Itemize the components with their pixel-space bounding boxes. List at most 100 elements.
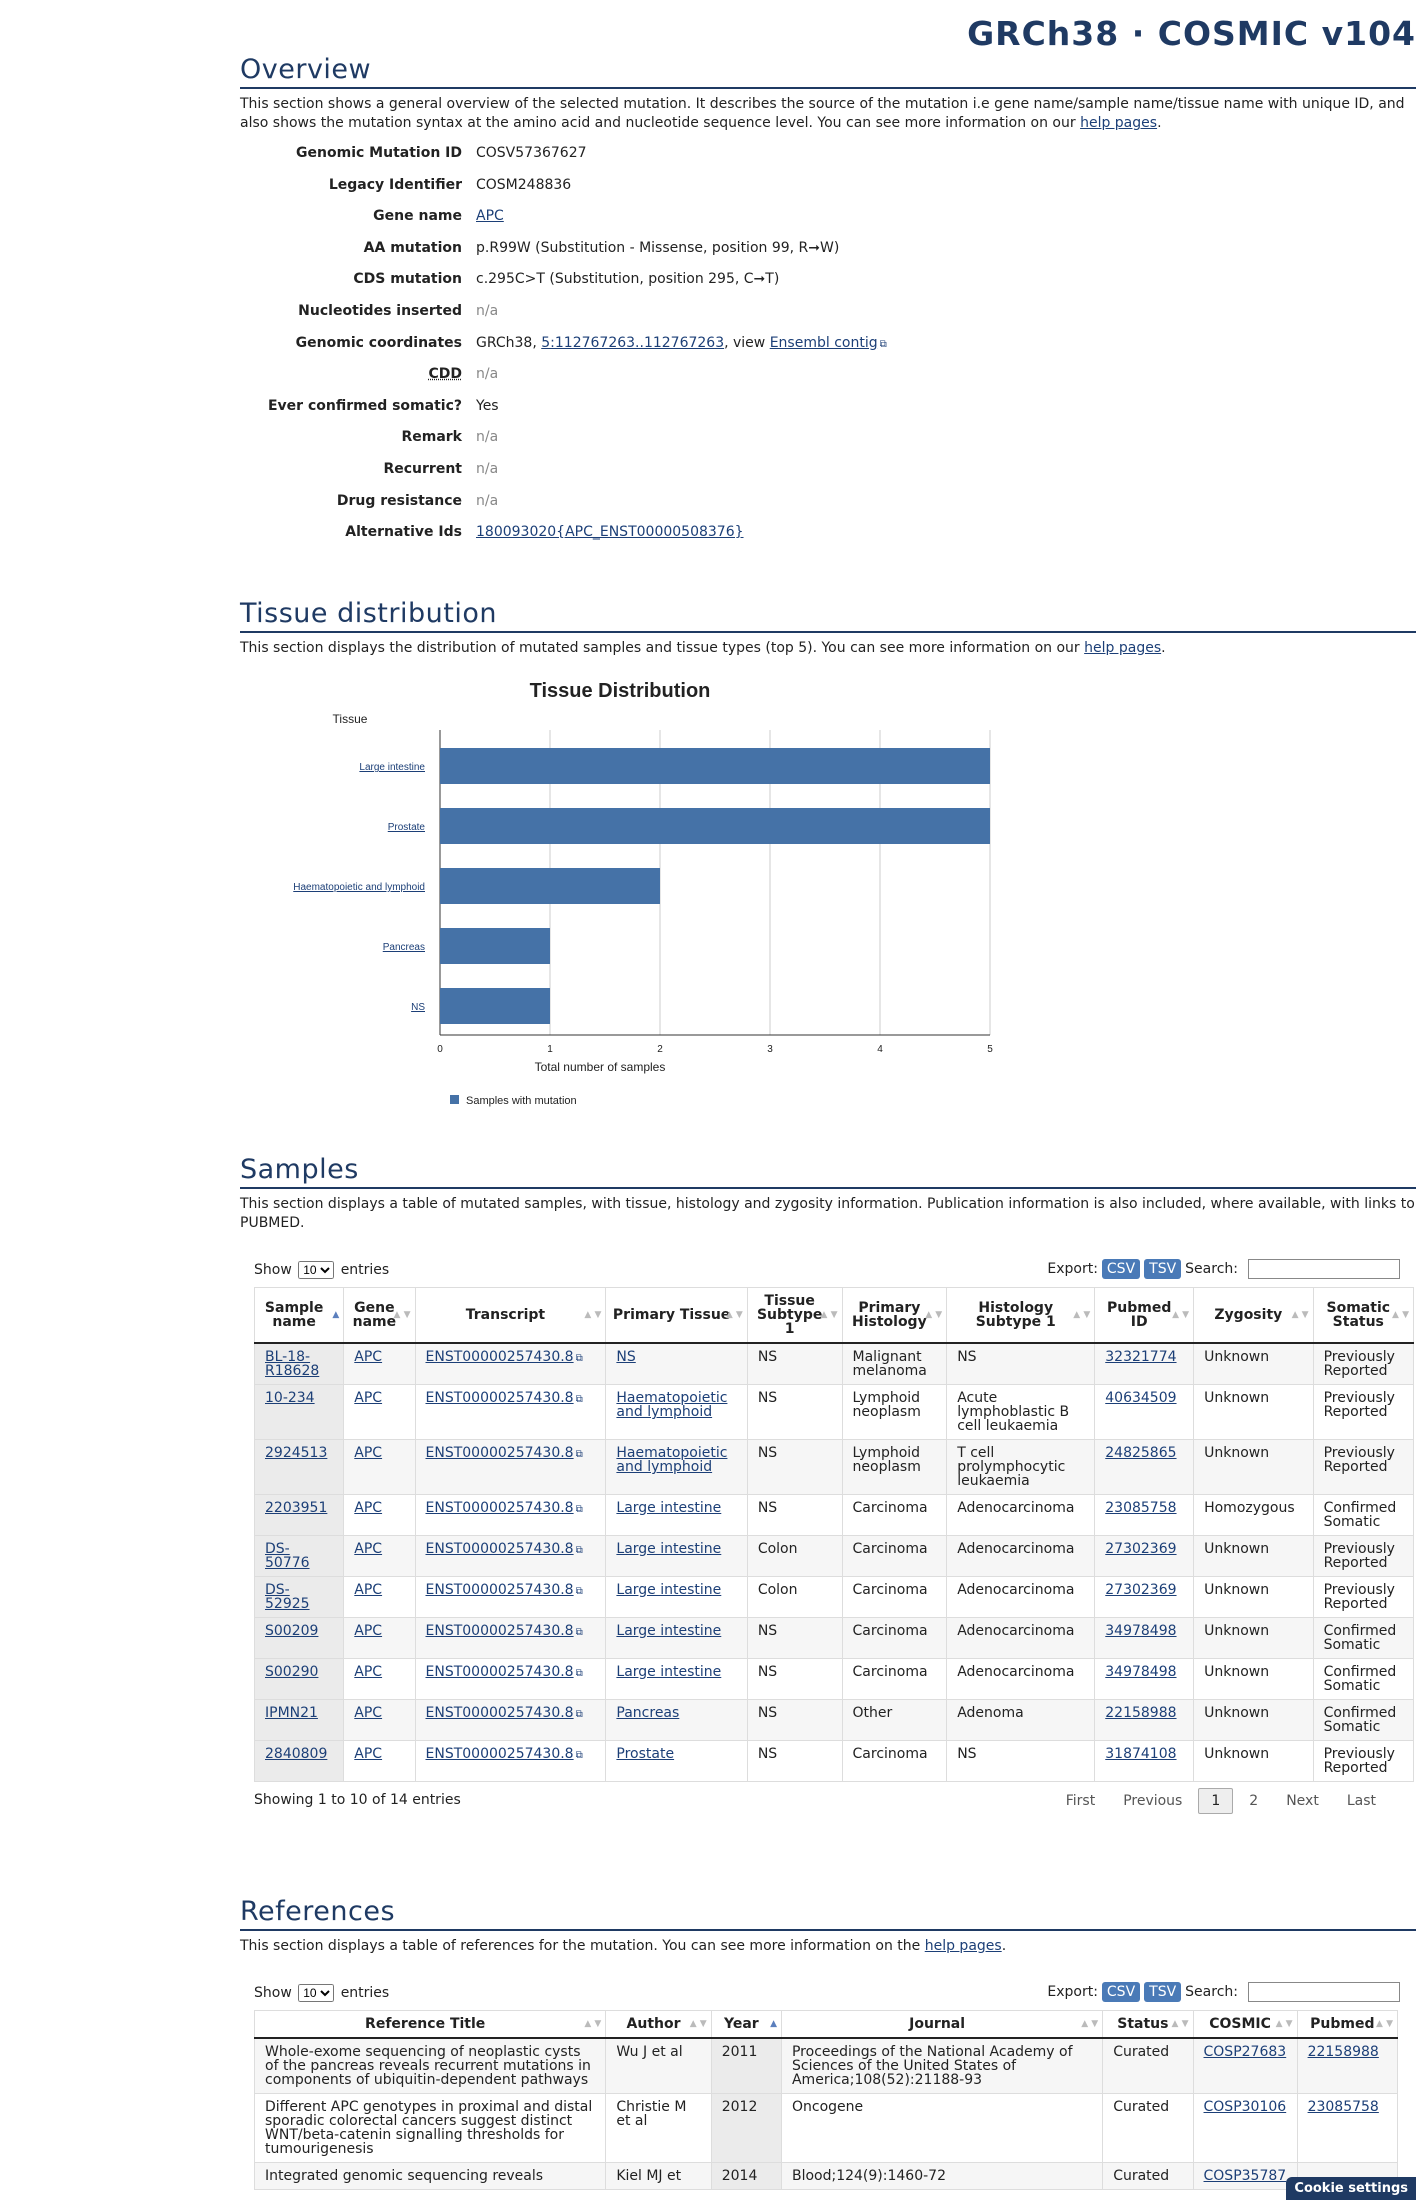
cell-link[interactable]: 40634509 (1105, 1390, 1177, 1406)
cell-link[interactable]: ENST00000257430.8 (425, 1705, 574, 1721)
y-tick-label[interactable]: Haematopoietic and lymphoid (293, 882, 425, 893)
column-header[interactable]: Primary Histology ▲ ▼ (841, 1287, 948, 1344)
cell-link[interactable]: 27302369 (1105, 1582, 1177, 1598)
cell-link[interactable]: 23085758 (1105, 1500, 1177, 1516)
tissue-help-link[interactable]: help pages (1084, 640, 1162, 656)
y-tick-label[interactable]: Pancreas (383, 942, 425, 953)
cell-link[interactable]: DS-52925 (265, 1582, 310, 1612)
cell-link[interactable]: S00290 (265, 1664, 319, 1680)
samples-search-input[interactable] (1248, 1259, 1400, 1279)
overview-help-link[interactable]: help pages (1080, 115, 1158, 131)
cell-link[interactable]: ENST00000257430.8 (425, 1390, 574, 1406)
cell-link[interactable]: DS-50776 (265, 1541, 310, 1571)
cell-link[interactable]: APC (354, 1705, 383, 1721)
cell-link[interactable]: 34978498 (1105, 1664, 1177, 1680)
cell-link[interactable]: S00209 (265, 1623, 319, 1639)
cell-link[interactable]: 27302369 (1105, 1541, 1177, 1557)
cell-link[interactable]: 23085758 (1307, 2099, 1379, 2115)
references-length-select[interactable]: 10 (298, 1984, 335, 2002)
cell-link[interactable]: ENST00000257430.8 (425, 1500, 574, 1516)
column-header[interactable]: Journal ▲ ▼ (780, 2010, 1104, 2039)
column-header[interactable]: Reference Title ▲ ▼ (253, 2010, 607, 2039)
cell-link[interactable]: 22158988 (1105, 1705, 1177, 1721)
pager-next[interactable]: Next (1286, 1793, 1319, 1809)
column-header[interactable]: Year ▲ (710, 2010, 782, 2039)
references-csv-button[interactable]: CSV (1101, 1982, 1141, 2002)
cell-link[interactable]: 32321774 (1105, 1349, 1177, 1365)
cell-link[interactable]: COSP30106 (1203, 2099, 1287, 2115)
column-header[interactable]: Author ▲ ▼ (605, 2010, 712, 2039)
cell-link[interactable]: ENST00000257430.8 (425, 1623, 574, 1639)
cell-link[interactable]: Haematopoietic and lymphoid (616, 1390, 728, 1420)
column-header[interactable]: Zygosity ▲ ▼ (1193, 1287, 1314, 1344)
value-link[interactable]: APC (476, 208, 504, 225)
pager-page-2[interactable]: 2 (1249, 1793, 1259, 1809)
pager-page-1[interactable]: 1 (1198, 1788, 1234, 1814)
cell-link[interactable]: APC (354, 1541, 383, 1557)
cell-link[interactable]: 2203951 (265, 1500, 328, 1516)
y-tick-label[interactable]: Large intestine (359, 762, 425, 773)
cell-link[interactable]: 24825865 (1105, 1445, 1177, 1461)
cell-link[interactable]: Pancreas (616, 1705, 680, 1721)
references-help-link[interactable]: help pages (924, 1938, 1002, 1954)
samples-csv-button[interactable]: CSV (1101, 1259, 1141, 1279)
cookie-settings-button[interactable]: Cookie settings (1286, 2177, 1416, 2200)
column-header[interactable]: Sample name ▲ (253, 1287, 345, 1344)
cell-link[interactable]: COSP27683 (1203, 2044, 1287, 2060)
pager-first[interactable]: First (1065, 1793, 1096, 1809)
references-tsv-button[interactable]: TSV (1144, 1982, 1182, 2002)
cell-link[interactable]: ENST00000257430.8 (425, 1349, 574, 1365)
cell-link[interactable]: 22158988 (1307, 2044, 1379, 2060)
cell-link[interactable]: APC (354, 1664, 383, 1680)
column-header[interactable]: Transcript ▲ ▼ (414, 1287, 607, 1344)
pager-previous[interactable]: Previous (1123, 1793, 1183, 1809)
column-header[interactable]: Somatic Status ▲ ▼ (1312, 1287, 1415, 1344)
column-header[interactable]: Primary Tissue ▲ ▼ (605, 1287, 748, 1344)
cell-link[interactable]: APC (354, 1390, 383, 1406)
cell-link[interactable]: 34978498 (1105, 1623, 1177, 1639)
cell-link[interactable]: Prostate (616, 1746, 675, 1762)
ensembl-contig-link[interactable]: Ensembl contig (769, 334, 878, 351)
y-tick-label[interactable]: NS (411, 1002, 425, 1013)
column-header[interactable]: Pubmed ID ▲ ▼ (1094, 1287, 1195, 1344)
references-search-input[interactable] (1248, 1982, 1400, 2002)
cell-link[interactable]: Large intestine (616, 1541, 722, 1557)
samples-tsv-button[interactable]: TSV (1144, 1259, 1182, 1279)
samples-length-select[interactable]: 10 (298, 1261, 335, 1279)
column-header[interactable]: Pubmed ▲ ▼ (1296, 2010, 1399, 2039)
value-link[interactable]: 180093020{APC_ENST00000508376} (476, 524, 744, 541)
cell-link[interactable]: NS (616, 1349, 636, 1365)
cell-link[interactable]: BL-18-R18628 (265, 1349, 320, 1379)
pager-last[interactable]: Last (1346, 1793, 1376, 1809)
cell-link[interactable]: 2840809 (265, 1746, 328, 1762)
cell-link[interactable]: ENST00000257430.8 (425, 1746, 574, 1762)
column-header[interactable]: Tissue Subtype 1 ▲ ▼ (746, 1287, 843, 1344)
cell-link[interactable]: APC (354, 1623, 383, 1639)
column-header[interactable]: Status ▲ ▼ (1102, 2010, 1194, 2039)
y-tick-label[interactable]: Prostate (388, 822, 426, 833)
cell-link[interactable]: Large intestine (616, 1500, 722, 1516)
cell-link[interactable]: 2924513 (265, 1445, 328, 1461)
column-header[interactable]: COSMIC ▲ ▼ (1192, 2010, 1298, 2039)
cell-link[interactable]: COSP35787 (1203, 2168, 1287, 2184)
cell-link[interactable]: IPMN21 (265, 1705, 318, 1721)
column-header[interactable]: Gene name ▲ ▼ (343, 1287, 416, 1344)
cell-link[interactable]: ENST00000257430.8 (425, 1541, 574, 1557)
column-header[interactable]: Histology Subtype 1 ▲ ▼ (946, 1287, 1096, 1344)
cell-link[interactable]: APC (354, 1445, 383, 1461)
cell-link[interactable]: APC (354, 1500, 383, 1516)
cell-link[interactable]: 10-234 (265, 1390, 315, 1406)
cell-link[interactable]: 31874108 (1105, 1746, 1177, 1762)
cell-link[interactable]: ENST00000257430.8 (425, 1664, 574, 1680)
cell-link[interactable]: Large intestine (616, 1664, 722, 1680)
cell-link[interactable]: ENST00000257430.8 (425, 1582, 574, 1598)
cell-link[interactable]: Haematopoietic and lymphoid (616, 1445, 728, 1475)
cell-link[interactable]: Large intestine (616, 1623, 722, 1639)
cell-link[interactable]: ENST00000257430.8 (425, 1445, 574, 1461)
value-link[interactable]: 5:112767263..112767263 (541, 334, 725, 351)
cell-link[interactable]: APC (354, 1746, 383, 1762)
table-cell: Previously Reported (1312, 1535, 1415, 1577)
cell-link[interactable]: APC (354, 1349, 383, 1365)
cell-link[interactable]: Large intestine (616, 1582, 722, 1598)
cell-link[interactable]: APC (354, 1582, 383, 1598)
